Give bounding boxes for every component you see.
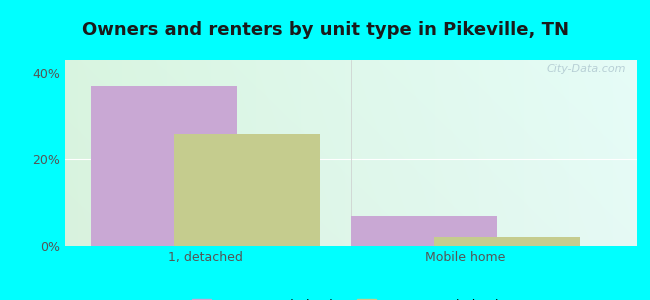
Bar [351, 216, 497, 246]
Bar [434, 237, 580, 246]
Text: City-Data.com: City-Data.com [546, 64, 625, 74]
Bar [174, 134, 320, 246]
Text: Owners and renters by unit type in Pikeville, TN: Owners and renters by unit type in Pikev… [81, 21, 569, 39]
Bar [91, 86, 237, 246]
Legend: Owner occupied units, Renter occupied units: Owner occupied units, Renter occupied un… [186, 293, 516, 300]
